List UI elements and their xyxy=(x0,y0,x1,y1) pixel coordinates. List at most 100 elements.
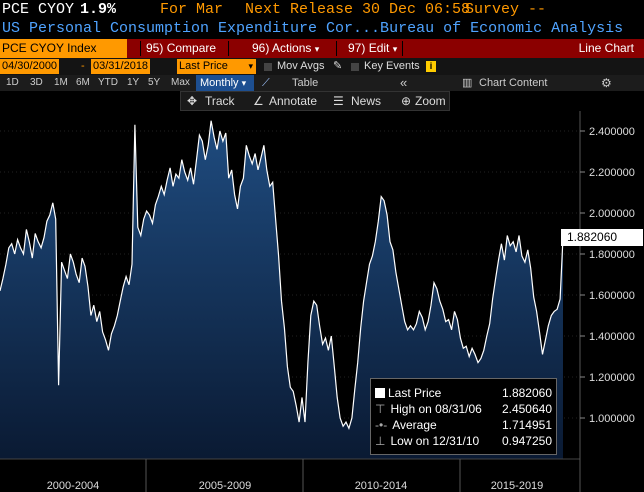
y-tick-label: 2.200000 xyxy=(589,167,635,179)
field-select-value: Last Price xyxy=(179,60,228,72)
y-tick-label: 2.400000 xyxy=(589,126,635,138)
zoom-icon: ⊕ xyxy=(401,94,412,108)
low-value: 0.947250 xyxy=(501,434,552,448)
period-1m[interactable]: 1M xyxy=(54,77,68,88)
compare-number: 95 xyxy=(146,41,160,55)
ticker-label: PCE CYOY xyxy=(2,1,75,18)
actions-button[interactable]: 96) Actions ▾ xyxy=(252,41,320,55)
actions-label: Actions xyxy=(272,41,312,55)
news-button[interactable]: News xyxy=(351,94,382,108)
chevron-down-icon: ▾ xyxy=(241,78,247,88)
period-ytd[interactable]: YTD xyxy=(98,77,118,88)
collapse-button[interactable]: « xyxy=(400,75,408,90)
price-chart[interactable]: 2.400000 2.200000 2.000000 1.800000 1.600000… xyxy=(0,111,644,492)
y-axis: 2.400000 2.200000 2.000000 1.800000 1.600000… xyxy=(580,126,635,425)
toolbar-divider xyxy=(402,41,403,56)
for-period-label: For Mar xyxy=(160,1,224,18)
legend-last-price: Last Price 1.882060 xyxy=(375,385,552,401)
function-toolbar: PCE CYOY Index 95) Compare 96) Actions ▾… xyxy=(0,39,644,58)
chevron-down-icon: ▾ xyxy=(392,44,398,54)
toolbar-divider xyxy=(140,41,141,56)
x-tick-label: 2015-2019 xyxy=(491,480,544,492)
y-tick-label: 1.800000 xyxy=(589,249,635,261)
news-icon: ☰ xyxy=(333,94,344,108)
high-marker-icon: ⊤ xyxy=(375,402,386,416)
track-button[interactable]: Track xyxy=(205,94,235,108)
mov-avgs-label: Mov Avgs xyxy=(277,60,325,72)
next-release-label: Next Release 30 Dec 06:58 xyxy=(245,1,471,18)
period-5y[interactable]: 5Y xyxy=(148,77,161,88)
security-description: US Personal Consumption Expenditure Cor.… xyxy=(0,19,644,39)
x-tick-label: 2005-2009 xyxy=(199,480,252,492)
survey-label: Survey -- xyxy=(465,1,547,18)
zoom-button[interactable]: Zoom xyxy=(415,94,446,108)
description-text: US Personal Consumption Expenditure Cor.… xyxy=(2,20,624,37)
y-tick-label: 1.400000 xyxy=(589,331,635,343)
chevron-down-icon: ▾ xyxy=(314,44,320,54)
start-date-input[interactable]: 04/30/2000 xyxy=(0,59,60,74)
price-line xyxy=(0,120,564,430)
key-events-checkbox[interactable] xyxy=(351,63,359,71)
y-tick-label: 1.200000 xyxy=(589,372,635,384)
period-3d[interactable]: 3D xyxy=(30,77,43,88)
chart-type-label[interactable]: Line Chart xyxy=(578,41,634,55)
mov-avgs-checkbox[interactable] xyxy=(264,63,272,71)
low-marker-icon: ⊥ xyxy=(375,434,386,448)
y-tick-label: 1.600000 xyxy=(589,290,635,302)
date-range-bar: 04/30/2000 - 03/31/2018 Last Price ▾ Mov… xyxy=(0,58,644,75)
annotate-icon: ∠ xyxy=(253,94,264,108)
legend-low: ⊥ Low on 12/31/10 0.947250 xyxy=(375,433,552,449)
y-tick-label: 2.000000 xyxy=(589,208,635,220)
y-tick-label: 1.000000 xyxy=(589,413,635,425)
toolbar-divider xyxy=(228,41,229,56)
end-date-input[interactable]: 03/31/2018 xyxy=(91,59,151,74)
period-bar: 1D 3D 1M 6M YTD 1Y 5Y Max Monthly ▾ ⟋ Ta… xyxy=(0,75,644,91)
crosshair-icon: ✥ xyxy=(187,94,198,108)
series-swatch xyxy=(375,388,385,398)
period-1y[interactable]: 1Y xyxy=(127,77,140,88)
date-separator: - xyxy=(81,60,85,72)
security-input[interactable]: PCE CYOY Index xyxy=(0,39,127,58)
average-label: Average xyxy=(392,418,437,432)
average-value: 1.714951 xyxy=(501,418,552,432)
period-6m[interactable]: 6M xyxy=(76,77,90,88)
key-events-label: Key Events xyxy=(364,60,420,72)
field-select[interactable]: Last Price ▾ xyxy=(177,59,256,74)
x-tick-label: 2000-2004 xyxy=(47,480,100,492)
frequency-value: Monthly xyxy=(200,77,239,89)
toolbar-divider xyxy=(336,41,337,56)
last-price-label: Last Price xyxy=(388,386,442,400)
last-price-value: 1.882060 xyxy=(501,386,552,400)
edit-number: 97 xyxy=(348,41,362,55)
edit-label: Edit xyxy=(368,41,390,55)
x-axis: 2000-2004 2005-2009 2010-2014 2015-2019 xyxy=(47,459,544,492)
x-tick-label: 2010-2014 xyxy=(355,480,408,492)
high-label: High on 08/31/06 xyxy=(390,402,482,416)
table-toggle[interactable]: Table xyxy=(292,77,319,89)
period-1d[interactable]: 1D xyxy=(6,77,19,88)
actions-number: 96 xyxy=(252,41,266,55)
legend-high: ⊤ High on 08/31/06 2.450640 xyxy=(375,401,552,417)
chart-legend[interactable]: Last Price 1.882060 ⊤ High on 08/31/06 2.… xyxy=(370,378,557,455)
edit-button[interactable]: 97) Edit ▾ xyxy=(348,41,398,55)
period-max[interactable]: Max xyxy=(171,77,190,88)
info-icon[interactable]: i xyxy=(426,61,436,72)
compare-label: Compare xyxy=(166,41,217,55)
chart-content-icon[interactable]: ▥ xyxy=(462,77,473,89)
current-value: 1.9% xyxy=(80,1,117,18)
high-value: 2.450640 xyxy=(501,402,552,416)
chart-tools-bar: ✥ Track ∠ Annotate ☰ News ⊕ Zoom xyxy=(180,91,450,111)
pencil-icon[interactable]: ✎ xyxy=(333,60,343,72)
line-chart-icon[interactable]: ⟋ xyxy=(262,77,270,89)
last-price-tag: 1.882060 xyxy=(561,229,643,246)
annotate-button[interactable]: Annotate xyxy=(269,94,318,108)
price-area xyxy=(0,120,563,459)
average-marker-icon: -•- xyxy=(375,418,388,432)
gear-icon[interactable]: ⚙ xyxy=(601,76,612,90)
legend-average: -•- Average 1.714951 xyxy=(375,417,552,433)
frequency-select[interactable]: Monthly ▾ xyxy=(196,75,254,91)
compare-button[interactable]: 95) Compare xyxy=(146,41,217,55)
security-header: PCE CYOY 1.9% For Mar Next Release 30 De… xyxy=(0,0,644,19)
chart-content-label[interactable]: Chart Content xyxy=(479,77,548,89)
chevron-down-icon: ▾ xyxy=(248,61,253,71)
